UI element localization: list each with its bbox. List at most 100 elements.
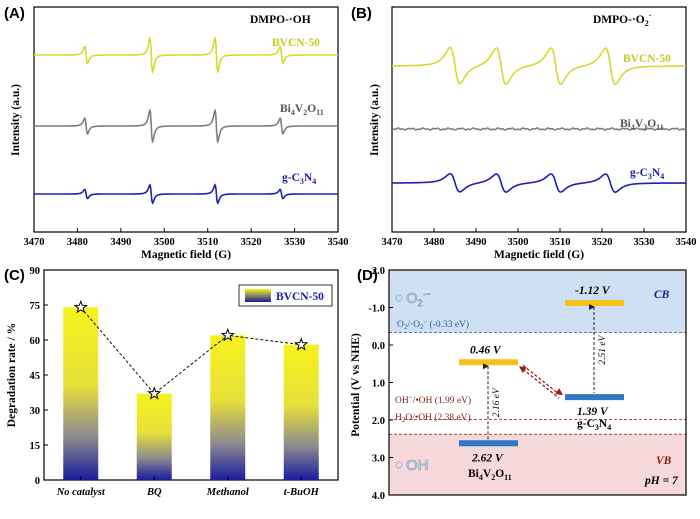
legend-bi4v2o11-b: Bi4V2O11	[620, 118, 664, 132]
oh-species-label: OH	[406, 457, 429, 474]
x-tick-label: 3480	[424, 237, 445, 248]
legend-gc3n4-a: g-C3N4	[282, 172, 316, 186]
vb-region	[389, 434, 686, 495]
bar	[210, 335, 246, 480]
x-tick-label: 3530	[284, 237, 305, 248]
gc3n4-vb-value: 1.39 V	[577, 406, 609, 418]
x-tick-label: 3540	[676, 237, 697, 248]
y-axis-title-d: Potential (V vs NHE)	[350, 333, 362, 437]
y-tick-label: 1.0	[372, 379, 385, 390]
x-tick-label: 3540	[328, 237, 349, 248]
series-line-bvcn-b	[392, 46, 686, 86]
oh-redox-label: OH−/•OH (1.99 eV)	[395, 394, 471, 406]
panel-b: (B) DMPO-·O2· BVCN-50 Bi4V2O11 g-C3N4 34…	[351, 5, 697, 261]
x-tick-label: 3470	[24, 237, 45, 248]
y-axis-title-c: Degradation rate / %	[6, 323, 18, 427]
y-tick-label: 45	[30, 371, 41, 382]
y-axis-title-b: Intensity (a.u.)	[369, 84, 381, 156]
bar	[136, 393, 172, 480]
bi4v2o11-vb-value: 2.62 V	[471, 452, 504, 464]
oh-bubble-icon	[395, 461, 403, 469]
bi4v2o11-cb-value: 0.46 V	[470, 344, 502, 356]
y-tick-label: 0.0	[372, 341, 385, 352]
charge-transfer-head-1	[519, 366, 527, 374]
panel-c-label: (C)	[4, 267, 25, 284]
bi4v2o11-material-label: Bi4V2O11	[468, 468, 512, 482]
trend-stars	[73, 299, 309, 400]
y-tick-label: 15	[30, 441, 41, 452]
series-line-bi4v2o11-b	[391, 127, 687, 131]
star-marker	[147, 386, 162, 400]
cb-region-label: CB	[654, 289, 670, 301]
y-tick-label: 3.0	[372, 454, 385, 465]
x-tick-label: 3500	[154, 237, 175, 248]
panel-d: (D) -2.0 -1.0 0.0 1.0 2.0 3.0 4.0 Potential (V…	[350, 266, 687, 502]
x-tick-label: t-BuOH	[284, 487, 320, 498]
x-axis-ticks-b: 3470 3480 3490 3500 3510 3520 3530 3540	[382, 228, 697, 248]
y-axis-title-a: Intensity (a.u.)	[10, 84, 22, 156]
x-axis-labels-c: No catalyst BQ Methanol t-BuOH	[56, 476, 320, 498]
panel-a-label: (A)	[4, 5, 25, 22]
legend-label-c: BVCN-50	[276, 291, 324, 303]
bi4v2o11-gap-value: 2.16 eV	[492, 387, 502, 417]
series-line-bi4v2o11-a	[34, 108, 338, 144]
bi4v2o11-vb-bar	[459, 440, 518, 447]
y-tick-label: 90	[30, 266, 41, 277]
star-marker	[73, 299, 88, 314]
x-tick-label: No catalyst	[56, 487, 106, 498]
legend-swatch-c	[245, 289, 271, 302]
x-tick-label: 3530	[634, 237, 655, 248]
x-tick-label: BQ	[146, 487, 162, 498]
charge-transfer-head-2	[555, 388, 563, 396]
gc3n4-material-label: g-C3N4	[577, 418, 611, 432]
panel-a-title: DMPO-·OH	[250, 14, 311, 26]
y-tick-label: 75	[30, 301, 41, 312]
x-tick-label: 3470	[382, 237, 403, 248]
panel-d-label: (D)	[357, 267, 378, 284]
x-tick-label: 3490	[466, 237, 487, 248]
legend-gc3n4-b: g-C3N4	[630, 167, 664, 181]
bar	[63, 307, 99, 480]
x-tick-label: 3490	[110, 237, 131, 248]
panel-a-frame	[33, 6, 339, 233]
ph-label: pH = 7	[644, 475, 679, 487]
series-line-gc3n4-b	[392, 173, 686, 193]
star-marker	[294, 337, 309, 351]
y-axis-ticks-d: -2.0 -1.0 0.0 1.0 2.0 3.0 4.0	[368, 266, 393, 502]
series-line-bvcn-a	[34, 36, 338, 74]
legend-bvcn-a: BVCN-50	[272, 37, 320, 49]
trend-dash-line	[80, 307, 302, 395]
x-axis-title-b: Magnetic field (G)	[494, 249, 584, 261]
y-tick-label: 0	[35, 476, 40, 487]
gc3n4-cb-bar	[565, 300, 624, 306]
gc3n4-gap-value: 2.51 eV	[598, 334, 608, 364]
charge-transfer-arrow	[522, 364, 560, 399]
panel-b-title: DMPO-·O2·	[593, 11, 651, 28]
y-tick-label: 2.0	[372, 416, 385, 427]
o2-species-label: O2·−	[406, 289, 431, 308]
x-tick-label: 3520	[241, 237, 262, 248]
y-tick-label: 4.0	[372, 491, 385, 502]
h2o-redox-label: H2O/•OH (2.38 eV)	[395, 412, 471, 424]
x-tick-label: Methanol	[206, 487, 249, 498]
x-axis-ticks-a: 3470 3480 3490 3500 3510 3520 3530 3540	[24, 228, 349, 248]
o2-redox-label: O2/·O2− (-0.33 eV)	[397, 318, 469, 331]
y-tick-label: 60	[30, 336, 41, 347]
series-line-gc3n4-a	[34, 183, 338, 205]
x-tick-label: 3520	[592, 237, 613, 248]
panel-a: (A) DMPO-·OH BVCN-50 Bi4V2O11 g-C3N4 347…	[4, 5, 349, 261]
cb-region	[389, 270, 686, 333]
y-axis-ticks-c: 0 15 30 45 60 75 90	[30, 266, 48, 487]
gc3n4-cb-value: -1.12 V	[575, 285, 611, 297]
bi4v2o11-cb-bar	[459, 359, 518, 366]
vb-region-label: VB	[656, 455, 672, 467]
star-marker	[220, 327, 235, 342]
panel-c: (C) 0 15 30 45 60 75 90 No catalyst BQ Methanol t…	[4, 266, 339, 498]
x-tick-label: 3510	[550, 237, 571, 248]
panel-b-label: (B)	[351, 5, 372, 22]
y-tick-label: -1.0	[368, 304, 385, 315]
x-tick-label: 3510	[197, 237, 218, 248]
x-tick-label: 3500	[508, 237, 529, 248]
gc3n4-vb-bar	[565, 394, 624, 401]
